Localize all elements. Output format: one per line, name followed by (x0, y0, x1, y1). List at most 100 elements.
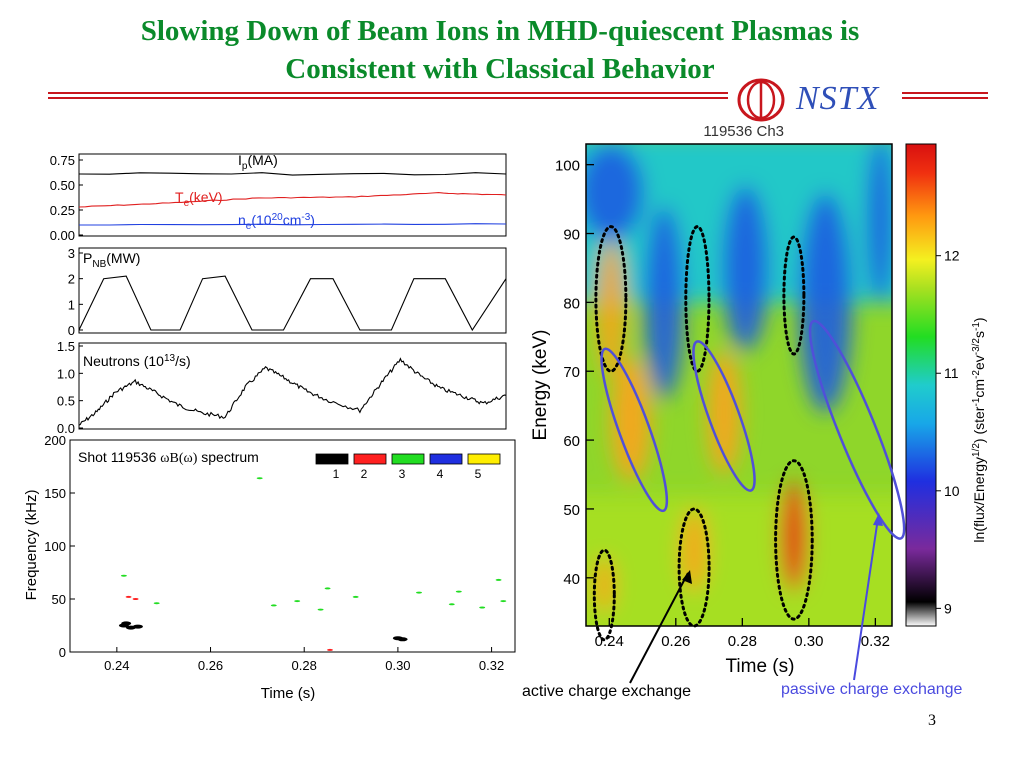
y-tick-label: 3 (68, 246, 75, 261)
title-rule-right (902, 92, 988, 94)
panel-beam-power: 3 2 1 0 PNB(MW) (68, 246, 507, 338)
heatmap-image (586, 144, 892, 626)
y-tick-label: 1.5 (57, 339, 75, 354)
spectrum-point (352, 595, 359, 598)
passive-cx-ellipse (692, 340, 756, 492)
y-tick-label: 50 (52, 592, 66, 607)
page-number: 3 (928, 712, 936, 729)
x-tick-label: 0.30 (794, 633, 823, 650)
spectrum-point (495, 578, 502, 581)
series-line-ne-cm (79, 223, 507, 226)
legend-swatch (353, 453, 387, 465)
panel-plasma-parameters: 0.75 0.50 0.25 0.00 Ip(MA) Te(keV) ne(1020c… (50, 152, 507, 243)
y-tick-label: 70 (563, 364, 580, 381)
x-tick-label: 0.28 (292, 658, 317, 673)
title-rule-right-2 (902, 97, 988, 99)
colorbar-label: ln(flux/Energy1/2) (ster-1cm-2ev-3/2s-1) (971, 317, 987, 542)
heatmap-feature (586, 144, 645, 241)
y-tick-label: 1 (68, 297, 75, 312)
spectrum-legend: 1 2 3 4 5 (315, 453, 501, 481)
y-tick-label: 50 (563, 502, 580, 519)
active-cx-ellipse (774, 459, 814, 621)
heatmap-ellipses (592, 225, 906, 642)
nstx-logo-icon (737, 78, 785, 122)
spectrum-point (120, 574, 127, 577)
legend-swatch (315, 453, 349, 465)
legend-label: 3 (399, 467, 406, 481)
y-tick-label: 0.75 (50, 153, 75, 168)
spectrum-point (317, 608, 324, 611)
heatmap-ylabel: Energy (keV) (530, 330, 551, 441)
spectrum-point (392, 636, 403, 641)
y-tick-label: 40 (563, 571, 580, 588)
spectrum-point (121, 621, 132, 626)
nstx-logo-text: NSTX (796, 80, 880, 117)
spectrum-title: Shot 119536 ωB(ω) spectrum (78, 449, 259, 466)
spectrum-ylabel: Frequency (kHz) (23, 490, 40, 601)
y-tick-label: 90 (563, 227, 580, 244)
pnb-label: PNB(MW) (83, 250, 140, 270)
y-tick-label: 200 (44, 433, 66, 448)
legend-label: 4 (437, 467, 444, 481)
heatmap-feature (780, 481, 808, 592)
y-tick-label: 0.5 (57, 394, 75, 409)
heatmap-xlabel: Time (s) (726, 656, 795, 677)
spectrum-point (324, 587, 331, 590)
active-cx-ellipse (677, 507, 711, 628)
panel3-frame (78, 342, 507, 430)
x-tick-label: 0.28 (728, 633, 757, 650)
left-panels: 0.750.500.250.00 Ip(MA) Te(keV) ne(1020c… (23, 152, 516, 702)
active-cx-ellipse (684, 225, 711, 373)
panel4-frame (69, 439, 516, 653)
neutrons-label: Neutrons (1013/s) (83, 353, 191, 369)
heatmap-lower-band (586, 495, 892, 626)
heatmap-feature (610, 357, 651, 482)
colorbar-tick-label: 11 (944, 365, 959, 381)
active-cx-ellipse (594, 225, 628, 373)
series-line-te-kev (78, 192, 507, 208)
legend-swatch (467, 453, 501, 465)
legend-label: 2 (361, 467, 368, 481)
spectrum-point (455, 590, 462, 593)
spectrum-xlabel: Time (s) (261, 685, 315, 702)
y-tick-label: 2 (68, 272, 75, 287)
colorbar-tick-label: 10 (944, 483, 960, 499)
heatmap-feature (680, 508, 708, 592)
x-tick-label: 0.32 (479, 658, 504, 673)
x-tick-label: 0.26 (661, 633, 690, 650)
spectrum-point (416, 591, 422, 594)
heatmap-feature (597, 240, 625, 379)
heatmap-feature (722, 185, 769, 351)
title-line-2: Consistent with Classical Behavior (285, 53, 715, 85)
legend-swatch (429, 453, 463, 465)
heatmap-title: 119536 Ch3 (703, 123, 784, 140)
x-tick-label: 0.24 (595, 633, 624, 650)
active-charge-exchange-label: active charge exchange (522, 683, 691, 700)
active-arrow-head (682, 570, 692, 584)
legend-swatch (391, 453, 425, 465)
y-tick-label: 0.50 (50, 178, 75, 193)
spectrum-point (132, 624, 143, 629)
x-tick-label: 0.32 (861, 633, 890, 650)
spectrum-point (327, 648, 333, 651)
y-tick-label: 1.0 (57, 366, 75, 381)
ip-label: Ip(MA) (238, 152, 278, 172)
panel2-frame (78, 247, 507, 334)
spectrum-point (500, 600, 507, 603)
legend-label: 1 (333, 467, 340, 481)
x-tick-label: 0.26 (198, 658, 223, 673)
title-rule-left (48, 92, 728, 94)
heatmap-feature (798, 192, 853, 413)
y-tick-label: 0.0 (57, 421, 75, 436)
annotations: active charge exchange passive charge ex… (522, 513, 963, 700)
colorbar-tick-label: 9 (944, 600, 952, 616)
y-tick-label: 100 (44, 539, 66, 554)
neutron-rate-line (78, 357, 507, 426)
heatmap-feature (644, 205, 685, 399)
passive-cx-ellipse (808, 319, 906, 540)
passive-cx-ellipse (600, 347, 669, 513)
slide-title: Slowing Down of Beam Ions in MHD-quiesce… (40, 12, 960, 88)
ne-label: ne(1020cm-3) (238, 212, 315, 232)
right-panel: 119536 Ch3 0.24 0.26 0.28 0.30 0.32 100 90 80 70… (522, 123, 987, 700)
legend-label: 5 (475, 467, 482, 481)
